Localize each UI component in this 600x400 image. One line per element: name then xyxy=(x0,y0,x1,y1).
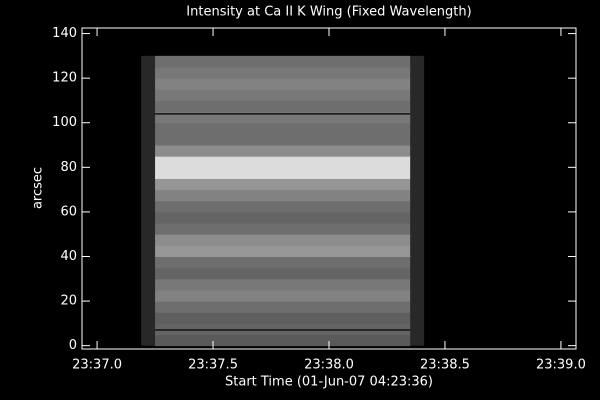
y-tick-label: 140 xyxy=(52,26,77,41)
image-row xyxy=(155,133,411,146)
x-tick-label: 23:37.5 xyxy=(188,358,238,373)
image-row xyxy=(155,323,411,336)
image-row xyxy=(155,100,411,113)
y-tick-label: 120 xyxy=(52,71,77,86)
image-layer xyxy=(141,55,425,347)
y-tick-label: 20 xyxy=(60,294,77,309)
y-tick-label: 100 xyxy=(52,115,77,130)
x-tick-label: 23:37.0 xyxy=(72,358,122,373)
image-row xyxy=(155,278,411,291)
image-row xyxy=(155,89,411,101)
y-tick-label: 40 xyxy=(60,249,77,264)
image-row xyxy=(155,145,411,157)
image-row xyxy=(155,111,411,124)
image-row xyxy=(155,223,411,235)
image-row xyxy=(155,234,411,246)
y-tick-label: 0 xyxy=(69,338,77,353)
chart-title: Intensity at Ca II K Wing (Fixed Wavelen… xyxy=(186,5,471,20)
x-tick-label: 23:39.0 xyxy=(536,358,586,373)
image-row xyxy=(155,301,411,313)
image-row xyxy=(155,122,411,135)
image-row xyxy=(155,178,411,191)
image-row xyxy=(155,267,411,280)
y-tick-label: 60 xyxy=(60,204,77,219)
image-row xyxy=(155,245,411,257)
y-axis-label: arcsec xyxy=(31,167,46,209)
image-row xyxy=(155,289,411,302)
image-row xyxy=(155,312,411,324)
image-row xyxy=(155,200,411,213)
y-tick-label: 80 xyxy=(60,160,77,175)
image-row xyxy=(155,334,411,347)
image-row xyxy=(155,189,411,202)
image-row xyxy=(155,256,411,269)
x-tick-label: 23:38.0 xyxy=(304,358,354,373)
image-row xyxy=(155,211,411,224)
image-row xyxy=(155,156,411,168)
x-axis-label: Start Time (01-Jun-07 04:23:36) xyxy=(225,375,433,390)
image-row xyxy=(155,78,411,90)
image-row xyxy=(155,67,411,79)
image-row xyxy=(155,167,411,179)
image-row xyxy=(155,55,411,68)
x-tick-label: 23:38.5 xyxy=(420,358,470,373)
